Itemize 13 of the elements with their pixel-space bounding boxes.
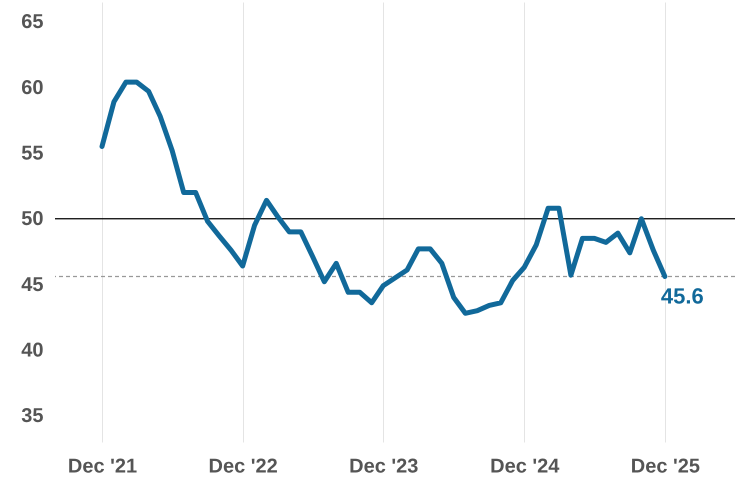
x-tick-label: Dec '25: [630, 456, 700, 478]
y-tick-label: 35: [21, 405, 44, 428]
y-tick-label: 65: [21, 11, 44, 34]
y-tick-label: 40: [21, 340, 44, 362]
y-tick-label: 50: [21, 208, 44, 230]
y-tick-label: 45: [21, 274, 44, 296]
x-tick-label: Dec '23: [349, 456, 418, 478]
y-tick-label: 60: [21, 76, 44, 99]
y-tick-label: 55: [21, 142, 44, 165]
x-tick-label: Dec '22: [208, 456, 278, 478]
x-tick-label: Dec '24: [490, 456, 560, 478]
annotation: 45.6: [660, 284, 704, 309]
x-tick-label: Dec '21: [68, 456, 138, 478]
